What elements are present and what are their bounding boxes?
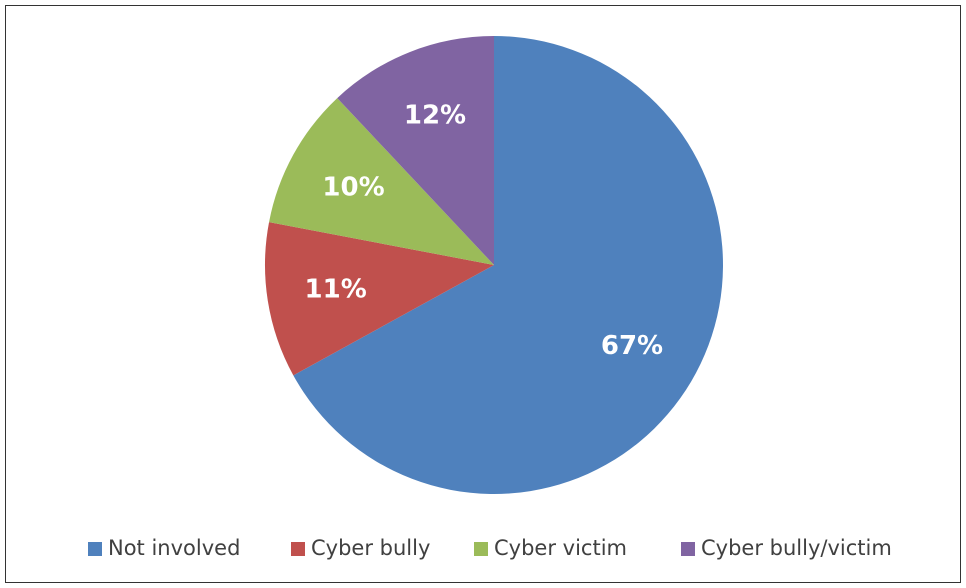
legend-label: Cyber bully/victim — [701, 536, 892, 560]
legend-label: Not involved — [108, 536, 240, 560]
data-label: 10% — [322, 172, 384, 202]
legend-label: Cyber bully — [311, 536, 430, 560]
legend-swatch — [681, 542, 695, 556]
pie-slice — [265, 222, 494, 376]
legend-swatch — [291, 542, 305, 556]
pie-slice — [293, 36, 723, 494]
pie-slice — [269, 98, 494, 265]
data-label: 67% — [601, 331, 663, 361]
legend-label: Cyber victim — [494, 536, 627, 560]
data-label: 11% — [305, 275, 367, 305]
data-label: 12% — [404, 100, 466, 130]
legend-swatch — [474, 542, 488, 556]
pie-slice — [337, 35, 494, 266]
legend-swatch — [88, 542, 102, 556]
